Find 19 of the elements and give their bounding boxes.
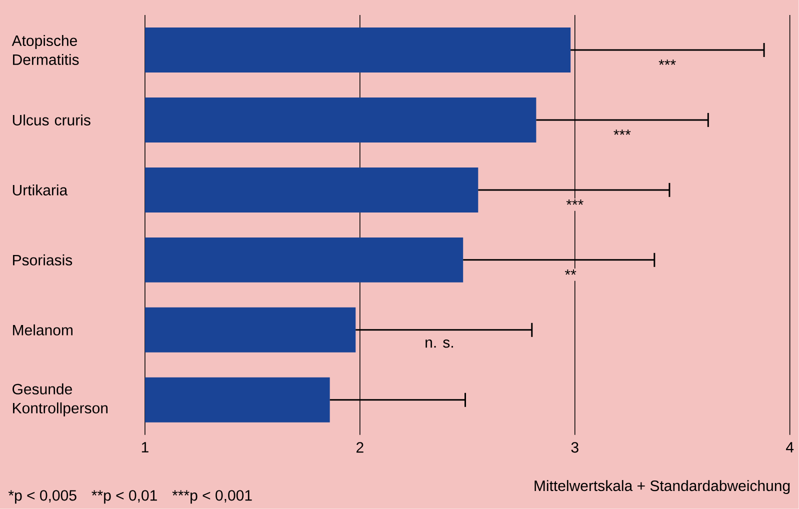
y-tick-label: Psoriasis xyxy=(13,254,72,266)
annotation: *** xyxy=(658,60,676,65)
annotation: *** xyxy=(566,200,584,205)
x-axis-title: Mittelwertskala + Standardabweichung xyxy=(534,480,790,494)
annotation: n. s. xyxy=(426,340,453,348)
x-tick-label: 1 xyxy=(142,442,148,452)
y-tick-label: Urtikaria xyxy=(12,184,68,196)
text: ***p < 0,001 xyxy=(172,490,252,504)
annotation: *** xyxy=(614,130,631,135)
annotation: ** xyxy=(564,270,576,275)
x-tick-label: 4 xyxy=(786,442,794,452)
text: **p < 0,01 xyxy=(92,490,157,504)
y-tick-label: Gesunde Kontrollperson xyxy=(12,383,108,416)
x-tick-label: 3 xyxy=(571,442,578,453)
text: *p < 0,005 xyxy=(8,490,76,504)
y-tick-label: Melanom xyxy=(13,324,72,336)
y-tick-label: Atopische Dermatitis xyxy=(12,35,79,66)
y-tick-label: Ulcus cruris xyxy=(12,114,90,126)
x-tick-label: 2 xyxy=(356,442,364,453)
